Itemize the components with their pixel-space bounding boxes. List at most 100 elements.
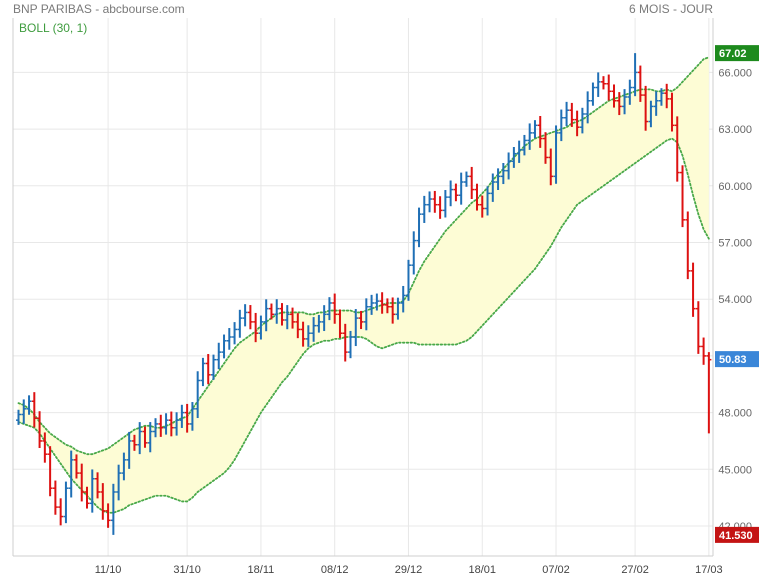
price-bar bbox=[706, 352, 712, 434]
price-bar bbox=[474, 183, 480, 211]
price-bar bbox=[622, 89, 628, 115]
price-bar bbox=[295, 313, 301, 339]
price-bar bbox=[142, 426, 148, 448]
price-bar bbox=[453, 183, 459, 202]
price-bar bbox=[137, 422, 143, 455]
price-bar bbox=[553, 125, 559, 184]
price-bar bbox=[674, 116, 680, 182]
svg-text:41.530: 41.530 bbox=[719, 530, 753, 542]
price-bar bbox=[574, 110, 580, 137]
price-bar bbox=[500, 162, 506, 185]
price-bar bbox=[58, 498, 64, 526]
y-tick-label: 57.000 bbox=[718, 238, 752, 250]
x-tick-label: 31/10 bbox=[173, 564, 201, 576]
price-bar bbox=[242, 304, 248, 327]
price-bar bbox=[416, 207, 422, 248]
x-tick-label: 18/01 bbox=[468, 564, 496, 576]
price-bar bbox=[379, 292, 385, 314]
price-bar bbox=[126, 431, 132, 469]
price-bar bbox=[479, 195, 485, 218]
x-tick-label: 27/02 bbox=[621, 564, 649, 576]
price-bar bbox=[131, 434, 137, 451]
price-bar bbox=[506, 152, 512, 180]
price-bar bbox=[337, 309, 343, 339]
y-tick-label: 63.000 bbox=[718, 124, 752, 136]
price-bar bbox=[585, 91, 591, 124]
price-bar bbox=[548, 148, 554, 186]
price-bar bbox=[290, 307, 296, 329]
price-bar bbox=[395, 297, 401, 320]
band-upper-line bbox=[17, 56, 710, 456]
price-bar bbox=[279, 303, 285, 326]
price-bar bbox=[532, 120, 538, 139]
price-bar bbox=[21, 399, 27, 424]
chart-period: 6 MOIS - JOUR bbox=[628, 2, 713, 16]
price-bar bbox=[232, 322, 238, 345]
price-bar bbox=[342, 323, 348, 362]
price-bar bbox=[448, 180, 454, 207]
price-bar bbox=[590, 82, 596, 106]
price-bar bbox=[326, 297, 332, 321]
price-bar bbox=[685, 211, 691, 280]
price-bar bbox=[84, 486, 90, 509]
price-bar bbox=[469, 166, 475, 199]
price-bar bbox=[121, 452, 127, 481]
price-bar bbox=[600, 76, 606, 90]
price-bar bbox=[42, 432, 48, 463]
price-bar bbox=[701, 337, 707, 365]
price-bar bbox=[179, 404, 185, 428]
price-bar bbox=[174, 412, 180, 436]
price-bar bbox=[616, 92, 622, 116]
price-bar bbox=[653, 91, 659, 116]
price-tag-high: 67.02 bbox=[715, 45, 759, 62]
price-bar bbox=[595, 72, 601, 97]
price-bar bbox=[316, 314, 322, 333]
x-tick-label: 18/11 bbox=[248, 564, 275, 576]
x-tick-label: 29/12 bbox=[395, 564, 423, 576]
price-bar bbox=[147, 422, 153, 453]
price-bar bbox=[89, 469, 95, 513]
price-bar bbox=[100, 483, 106, 520]
price-bar bbox=[606, 74, 612, 101]
price-bar bbox=[105, 503, 111, 528]
x-tick-label: 07/02 bbox=[542, 564, 570, 576]
price-bar bbox=[369, 294, 375, 315]
price-bars bbox=[16, 53, 712, 535]
price-bar bbox=[184, 403, 190, 433]
price-bar bbox=[216, 342, 222, 370]
price-bar bbox=[569, 102, 575, 127]
price-bar bbox=[63, 481, 69, 524]
price-bar bbox=[463, 171, 469, 187]
bollinger-band bbox=[17, 56, 710, 514]
price-bar bbox=[268, 303, 274, 320]
price-bar bbox=[495, 168, 501, 191]
price-bar bbox=[16, 409, 21, 425]
price-bar bbox=[511, 147, 517, 168]
chart-title: BNP PARIBAS - abcbourse.com bbox=[13, 2, 185, 16]
price-bar bbox=[79, 463, 85, 502]
price-bar bbox=[168, 411, 174, 437]
price-bar bbox=[400, 285, 406, 313]
price-bar bbox=[643, 85, 649, 131]
price-bar bbox=[669, 92, 675, 132]
price-bar bbox=[485, 186, 491, 216]
band-lower-line bbox=[17, 137, 710, 514]
x-tick-label: 17/03 bbox=[695, 564, 723, 576]
y-tick-label: 45.000 bbox=[718, 464, 752, 476]
price-bar bbox=[31, 392, 37, 428]
price-bar bbox=[237, 309, 243, 338]
price-bar bbox=[221, 334, 227, 359]
price-bar bbox=[680, 165, 686, 228]
price-bar bbox=[579, 107, 585, 134]
price-bar bbox=[47, 446, 53, 497]
price-bar bbox=[110, 483, 116, 535]
price-bar bbox=[516, 140, 522, 163]
price-bar bbox=[247, 305, 253, 330]
price-bar bbox=[490, 173, 496, 202]
price-bar bbox=[690, 262, 696, 317]
price-bar bbox=[537, 115, 543, 148]
price-bar bbox=[627, 79, 633, 105]
price-bar bbox=[284, 305, 290, 330]
svg-text:67.02: 67.02 bbox=[719, 48, 747, 60]
